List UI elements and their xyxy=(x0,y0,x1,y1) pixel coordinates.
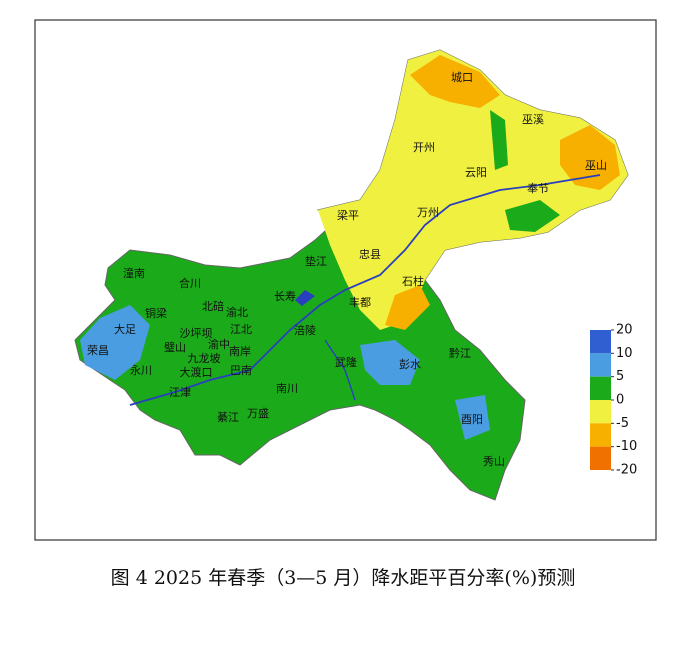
region-blue xyxy=(360,340,420,385)
caption: 图 4 2025 年春季（3—5 月）降水距平百分率(%)预测 xyxy=(110,567,576,589)
district-label: 奉节 xyxy=(527,181,549,195)
district-label: 北碚 xyxy=(202,299,224,313)
region-green xyxy=(505,200,560,232)
district-label: 涪陵 xyxy=(294,323,316,337)
district-label: 大足 xyxy=(114,322,136,336)
district-label: 武隆 xyxy=(335,355,357,369)
map: 城口巫溪巫山 开州云阳奉节万州 梁平忠县石柱 垫江长寿丰都 潼南合川北碚 渝北大足铜梁沙坪… xyxy=(34,19,657,541)
legend-band xyxy=(590,400,611,424)
district-label: 云阳 xyxy=(465,166,487,179)
lake xyxy=(295,290,315,306)
legend-tick-label: 5 xyxy=(616,369,624,384)
district-label: 开州 xyxy=(413,141,435,154)
district-label: 丰都 xyxy=(349,296,371,309)
district-label: 秀山 xyxy=(483,455,505,468)
region-orange xyxy=(410,55,500,108)
legend-band xyxy=(590,423,611,447)
legend-band xyxy=(590,446,611,470)
district-label: 江北 xyxy=(230,323,252,336)
legend-band xyxy=(590,353,611,377)
legend-tick-label: -10 xyxy=(616,439,637,454)
district-label: 巫溪 xyxy=(522,113,544,126)
district-label: 万盛 xyxy=(247,406,269,420)
district-label: 万州 xyxy=(417,206,439,219)
labels: 城口巫溪巫山 开州云阳奉节万州 梁平忠县石柱 垫江长寿丰都 潼南合川北碚 渝北大足铜梁沙坪… xyxy=(87,71,607,468)
legend-tick-label: -20 xyxy=(616,463,637,478)
district-label: 九龙坡 xyxy=(188,352,221,365)
district-label: 南川 xyxy=(276,382,298,395)
district-label: 大渡口 xyxy=(180,365,213,379)
district-label: 璧山 xyxy=(164,340,186,354)
legend-tick-label: 0 xyxy=(616,393,624,408)
district-label: 渝北 xyxy=(226,305,248,319)
river xyxy=(129,174,601,406)
district-label: 江津 xyxy=(169,386,191,399)
district-label: 沙坪坝 xyxy=(180,326,213,340)
district-label: 黔江 xyxy=(449,346,471,360)
legend-tick-label: 10 xyxy=(616,346,633,361)
region-blue xyxy=(80,305,150,380)
district-label: 梁平 xyxy=(337,208,359,222)
region-orange xyxy=(385,285,430,330)
district-label: 合川 xyxy=(179,276,201,290)
region-orange xyxy=(560,125,620,190)
legend: 20 10 5 0 -5 -10 -20 xyxy=(590,323,637,478)
district-label: 城口 xyxy=(451,71,473,84)
district-label: 酉阳 xyxy=(461,413,483,426)
district-label: 长寿 xyxy=(274,289,296,303)
district-label: 石柱 xyxy=(402,274,424,288)
legend-band xyxy=(590,376,611,400)
district-label: 綦江 xyxy=(217,411,239,424)
river xyxy=(324,339,356,401)
district-label: 南岸 xyxy=(229,345,251,358)
district-label: 渝中 xyxy=(208,337,230,351)
legend-band xyxy=(590,330,611,354)
district-label: 铜梁 xyxy=(145,306,167,320)
region-green xyxy=(490,110,508,170)
district-label: 垫江 xyxy=(305,254,327,268)
district-label: 潼南 xyxy=(123,266,145,280)
region-blue xyxy=(455,395,490,440)
district-label: 永川 xyxy=(130,363,152,377)
legend-tick-label: 20 xyxy=(616,323,633,338)
district-label: 巫山 xyxy=(585,159,607,172)
district-label: 忠县 xyxy=(359,248,381,261)
district-label: 彭水 xyxy=(399,357,421,371)
district-label: 荣昌 xyxy=(87,344,109,357)
district-label: 巴南 xyxy=(230,364,252,377)
legend-tick-label: -5 xyxy=(616,416,629,431)
